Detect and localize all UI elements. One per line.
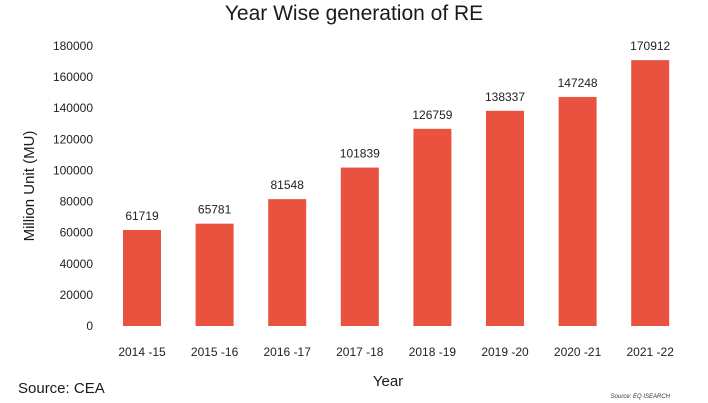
y-tick-label: 0 bbox=[86, 319, 93, 333]
x-tick-label: 2021 -22 bbox=[627, 345, 675, 359]
bar-value-label: 147248 bbox=[558, 76, 598, 90]
bar-value-label: 81548 bbox=[271, 178, 305, 192]
y-tick-label: 20000 bbox=[60, 288, 94, 302]
bar bbox=[340, 167, 379, 326]
y-tick-label: 120000 bbox=[53, 132, 93, 146]
y-tick-label: 180000 bbox=[53, 39, 93, 53]
bar bbox=[268, 199, 307, 326]
y-tick-label: 80000 bbox=[60, 195, 94, 209]
bar bbox=[631, 60, 670, 326]
y-tick-label: 100000 bbox=[53, 163, 93, 177]
bar-value-label: 138337 bbox=[485, 90, 525, 104]
bar-value-label: 170912 bbox=[630, 39, 670, 53]
y-axis-ticks: 0 20000 40000 60000 80000 100000 120000 140000 1… bbox=[53, 39, 93, 333]
data-labels: 61719 65781 81548 101839 126759 138337 147248 1… bbox=[125, 39, 670, 223]
y-tick-label: 160000 bbox=[53, 70, 93, 84]
x-tick-label: 2020 -21 bbox=[554, 345, 602, 359]
y-axis-label: Million Unit (MU) bbox=[21, 131, 38, 242]
bar-value-label: 126759 bbox=[412, 108, 452, 122]
x-axis-label: Year bbox=[373, 373, 403, 390]
x-tick-label: 2018 -19 bbox=[409, 345, 457, 359]
x-axis-ticks: 2014 -15 2015 -16 2016 -17 2017 -18 2018 -19… bbox=[118, 345, 674, 359]
x-tick-label: 2019 -20 bbox=[481, 345, 529, 359]
bar bbox=[195, 223, 234, 326]
y-tick-label: 40000 bbox=[60, 257, 94, 271]
chart-title: Year Wise generation of RE bbox=[225, 2, 483, 25]
source-note: Source: CEA bbox=[18, 380, 105, 397]
credit-note: Source: EQ ISEARCH bbox=[610, 394, 670, 400]
bar-value-label: 65781 bbox=[198, 203, 232, 217]
bar bbox=[558, 96, 597, 326]
bars bbox=[123, 60, 670, 326]
bar bbox=[486, 110, 524, 326]
y-tick-label: 60000 bbox=[60, 226, 94, 240]
x-tick-label: 2016 -17 bbox=[264, 345, 312, 359]
x-tick-label: 2015 -16 bbox=[191, 345, 239, 359]
bar-value-label: 61719 bbox=[125, 209, 159, 223]
x-tick-label: 2017 -18 bbox=[336, 345, 384, 359]
x-tick-label: 2014 -15 bbox=[118, 345, 166, 359]
bar bbox=[413, 128, 452, 326]
y-tick-label: 140000 bbox=[53, 101, 93, 115]
bar bbox=[123, 229, 161, 326]
bar-value-label: 101839 bbox=[340, 147, 380, 161]
